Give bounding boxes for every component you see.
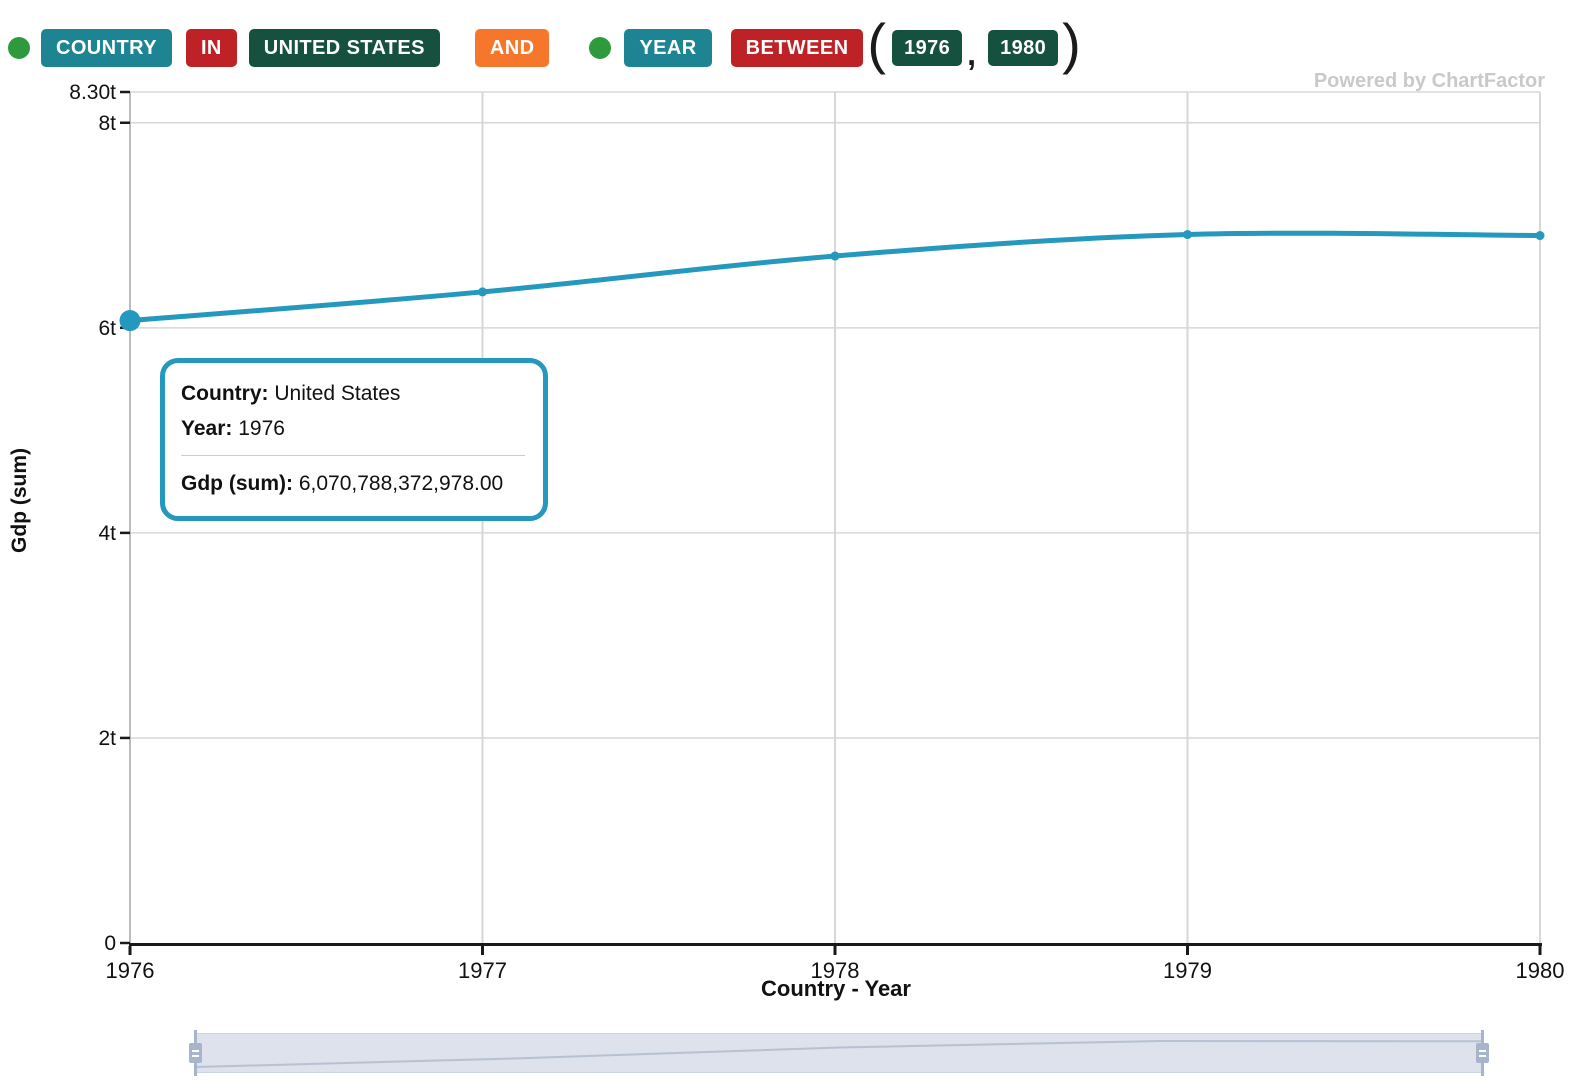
x-tick-label: 1980 [1516, 958, 1565, 983]
y-tick-label: 8.30t [69, 81, 116, 104]
tooltip-country-row: Country: United States [181, 376, 525, 411]
filter-active-indicator-icon [8, 37, 30, 59]
y-tick-label: 4t [98, 522, 116, 545]
data-point[interactable] [478, 287, 487, 297]
x-axis-title: Country - Year [761, 976, 911, 1001]
y-tick-label: 2t [98, 727, 116, 750]
filter-conjunction-and-chip[interactable]: AND [474, 29, 550, 67]
tooltip-country-value: United States [274, 382, 401, 405]
navigator-right-grip-icon[interactable] [1476, 1043, 1489, 1063]
navigator-left-grip-icon[interactable] [189, 1043, 202, 1063]
range-navigator[interactable] [195, 1033, 1483, 1073]
x-tick-label: 1977 [458, 958, 507, 983]
tooltip-gdp-value: 6,070,788,372,978.00 [298, 472, 504, 495]
y-tick-label: 0 [104, 932, 116, 955]
tooltip-divider [181, 455, 525, 456]
data-point[interactable] [830, 251, 840, 261]
data-point[interactable] [1183, 230, 1192, 240]
y-axis-title: Gdp (sum) [8, 448, 31, 553]
filter-operator-in-chip[interactable]: IN [185, 29, 237, 67]
filter-value-united-states-chip[interactable]: UNITED STATES [248, 29, 440, 67]
x-tick-label: 1976 [106, 958, 155, 983]
y-tick-label: 8t [98, 112, 116, 135]
gdp-line-chart[interactable]: 8.30t 8t 6t 4t 2t 0 1976 1977 1978 1979 1980 [0, 0, 1578, 1010]
x-tick-label: 1979 [1163, 958, 1212, 983]
tooltip-country-label: Country: [181, 382, 269, 405]
navigator-series-line [196, 1039, 1482, 1068]
data-point[interactable] [1535, 231, 1545, 241]
tooltip-gdp-row: Gdp (sum): 6,070,788,372,978.00 [181, 466, 525, 501]
tooltip-year-row: Year: 1976 [181, 411, 525, 446]
filter-field-year-chip[interactable]: YEAR [624, 29, 712, 67]
filter-operator-between-chip[interactable]: BETWEEN [730, 29, 864, 67]
tooltip-year-label: Year: [181, 417, 233, 440]
tooltip-gdp-label: Gdp (sum): [181, 472, 293, 495]
data-point-highlighted[interactable] [119, 310, 141, 332]
filter-value-1976-chip[interactable]: 1976 [892, 30, 963, 66]
close-paren: ) [1062, 12, 1081, 75]
filter-value-1980-chip[interactable]: 1980 [988, 30, 1059, 66]
open-paren: ( [867, 12, 887, 75]
tooltip-year-value: 1976 [238, 417, 285, 440]
tooltip: Country: United States Year: 1976 Gdp (s… [160, 358, 548, 521]
filter-bar: COUNTRY IN UNITED STATES AND YEAR BETWEE… [8, 16, 1081, 72]
filter-active-indicator-icon [589, 37, 612, 59]
x-tick-label: 1978 [811, 958, 860, 983]
powered-by-chartfactor-watermark: Powered by ChartFactor [1313, 70, 1545, 92]
y-tick-label: 6t [98, 317, 116, 340]
navigator-preview-line [196, 1039, 1482, 1068]
filter-field-country-chip[interactable]: COUNTRY [41, 29, 172, 67]
comma-separator: , [967, 35, 977, 72]
